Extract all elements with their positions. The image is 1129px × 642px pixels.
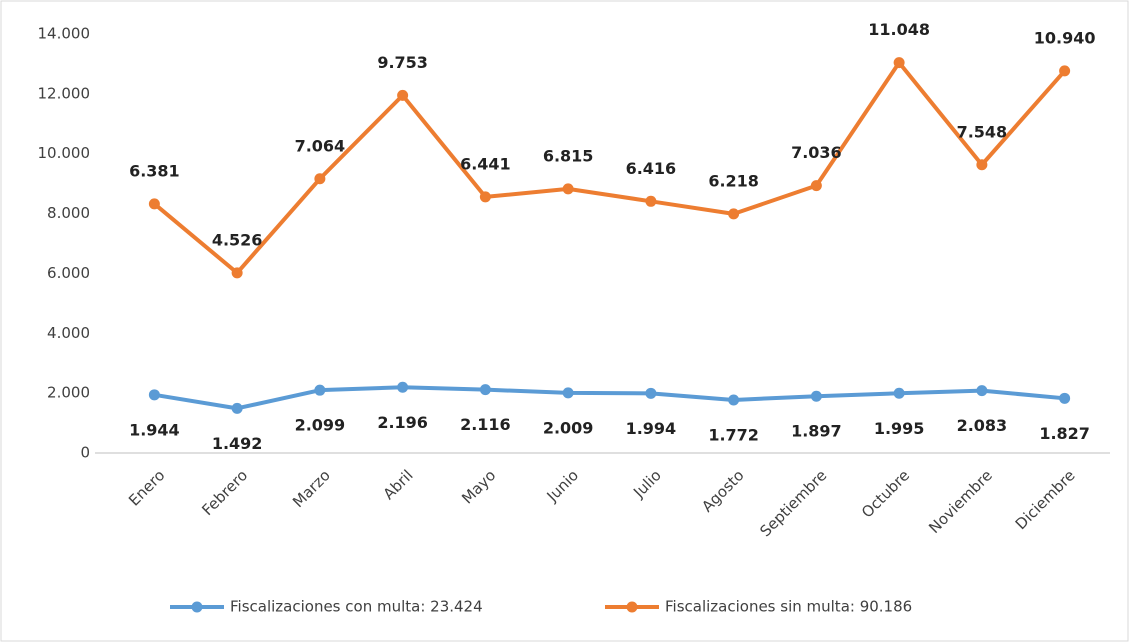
marker [728, 394, 740, 406]
data-label: 6.381 [129, 161, 180, 180]
data-label: 11.048 [868, 20, 930, 39]
marker [562, 183, 574, 195]
legend-marker [191, 601, 203, 613]
y-tick-label: 12.000 [38, 84, 91, 102]
legend-label: Fiscalizaciones sin multa: 90.186 [665, 598, 912, 616]
data-label: 1.995 [874, 419, 925, 438]
data-label: 1.994 [626, 419, 677, 438]
data-label: 2.083 [957, 416, 1008, 435]
data-label: 1.492 [212, 434, 263, 453]
data-label: 2.009 [543, 418, 594, 437]
marker [562, 387, 574, 399]
line [153, 60, 1067, 275]
marker [397, 381, 409, 393]
marker [479, 384, 491, 396]
marker [1059, 65, 1071, 77]
data-label: 1.897 [791, 422, 842, 441]
y-tick-label: 14.000 [38, 25, 91, 43]
marker [231, 402, 243, 414]
data-label: 7.064 [295, 136, 346, 155]
marker [148, 198, 160, 210]
marker [1059, 392, 1071, 404]
marker [231, 267, 243, 279]
data-label: 4.526 [212, 230, 263, 249]
data-label: 1.772 [708, 425, 759, 444]
data-label: 10.940 [1034, 28, 1096, 47]
data-label: 6.815 [543, 146, 594, 165]
marker [976, 385, 988, 397]
marker [810, 390, 822, 402]
data-label: 7.548 [957, 122, 1008, 141]
marker [645, 387, 657, 399]
marker [397, 89, 409, 101]
marker [893, 57, 905, 69]
marker [976, 159, 988, 171]
y-tick-label: 2.000 [47, 384, 90, 402]
marker [893, 387, 905, 399]
y-tick-label: 8.000 [47, 204, 90, 222]
data-label: 2.116 [460, 415, 511, 434]
marker [479, 191, 491, 203]
y-tick-label: 6.000 [47, 264, 90, 282]
data-label: 1.944 [129, 420, 180, 439]
marker [810, 180, 822, 192]
data-label: 9.753 [377, 53, 428, 72]
y-tick-label: 10.000 [38, 144, 91, 162]
y-tick-label: 4.000 [47, 324, 90, 342]
data-label: 6.416 [626, 159, 677, 178]
y-tick-label: 0 [80, 444, 90, 462]
marker [148, 389, 160, 401]
data-label: 1.827 [1039, 424, 1090, 443]
marker [728, 208, 740, 220]
data-label: 7.036 [791, 143, 842, 162]
marker [645, 195, 657, 207]
data-label: 6.441 [460, 154, 511, 173]
data-label: 2.099 [295, 416, 346, 435]
data-label: 6.218 [708, 171, 759, 190]
legend-marker [626, 601, 638, 613]
marker [314, 173, 326, 185]
data-label: 2.196 [377, 413, 428, 432]
legend-label: Fiscalizaciones con multa: 23.424 [230, 598, 483, 616]
line [154, 385, 1065, 411]
marker [314, 384, 326, 396]
